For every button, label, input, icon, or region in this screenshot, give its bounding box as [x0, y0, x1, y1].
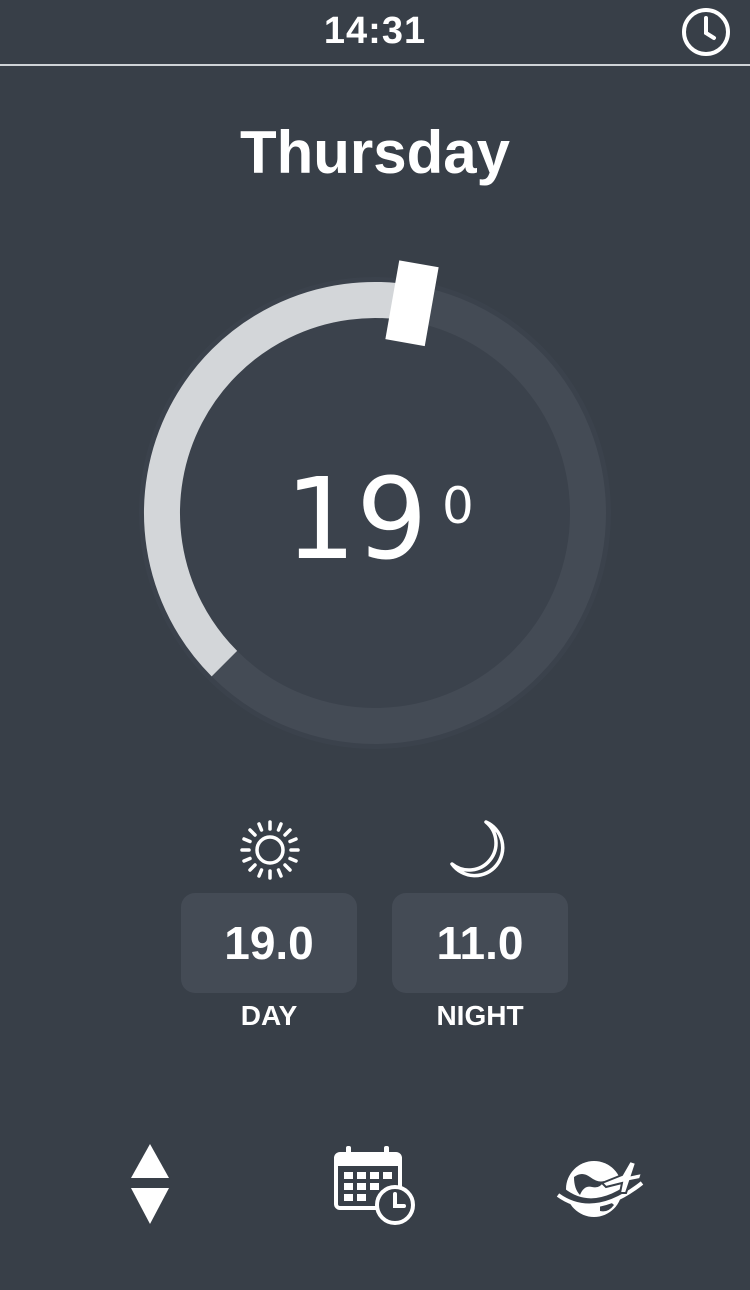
temperature-unit: 0	[442, 477, 474, 535]
dial-handle	[385, 260, 439, 347]
globe-airplane-icon[interactable]	[556, 1155, 644, 1221]
status-time: 14:31	[323, 10, 427, 52]
dial-fill	[143, 281, 416, 677]
night-temperature-button[interactable]: 11.0	[392, 893, 568, 993]
moon-icon	[450, 820, 505, 878]
temperature-dial[interactable]	[0, 0, 750, 800]
day-temperature-value: 19.0	[224, 917, 314, 969]
day-temperature-button[interactable]: 19.0	[181, 893, 357, 993]
night-temperature-value: 11.0	[436, 917, 524, 969]
night-label: NIGHT	[436, 1000, 524, 1031]
clock-icon[interactable]	[680, 6, 732, 58]
current-temperature: 19	[285, 455, 428, 585]
day-title: Thursday	[239, 119, 511, 186]
status-bar: 14:31	[0, 0, 750, 66]
sun-icon	[240, 820, 300, 880]
day-label: DAY	[240, 1000, 298, 1031]
up-down-arrows-icon[interactable]	[128, 1140, 172, 1230]
calendar-clock-icon[interactable]	[332, 1140, 418, 1230]
